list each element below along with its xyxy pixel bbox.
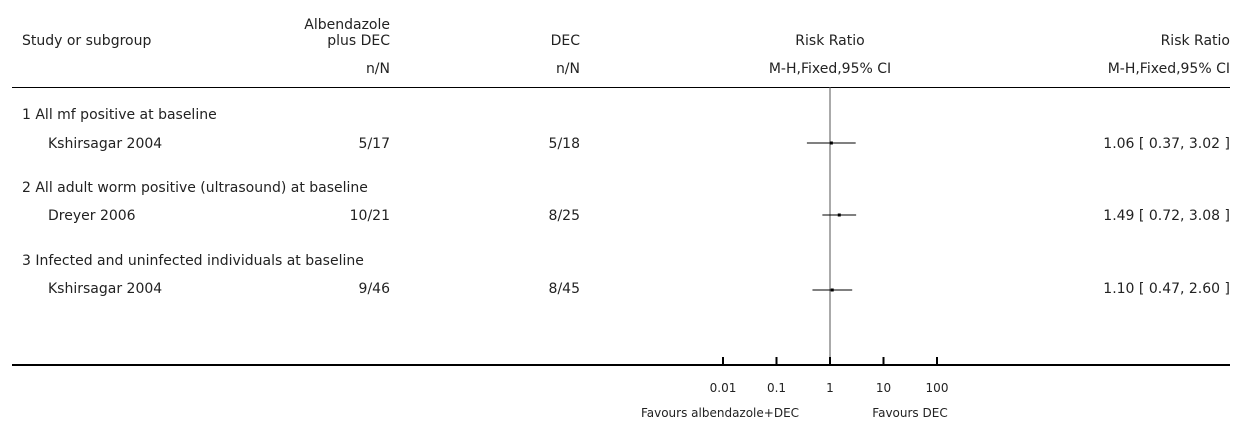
axis-tick-label: 1: [826, 381, 834, 395]
plot-column-subheader: M-H,Fixed,95% CI: [768, 61, 892, 77]
control-events: 8/25: [548, 208, 580, 224]
control-events: 8/45: [548, 281, 580, 297]
effect-estimate: 1.10 [ 0.47, 2.60 ]: [1103, 281, 1230, 297]
favours-left-label: Favours albendazole+DEC: [640, 406, 800, 420]
footer-divider: [12, 364, 1230, 366]
study-name: Kshirsagar 2004: [48, 136, 163, 152]
treatment-events: 5/17: [358, 136, 390, 152]
control-column-subheader: n/N: [555, 61, 580, 77]
estimate-column-header: Risk Ratio: [1160, 33, 1230, 49]
axis-tick-label: 0.01: [710, 381, 737, 395]
subgroup-label: 3 Infected and uninfected individuals at…: [22, 253, 364, 269]
point-estimate: [829, 141, 833, 145]
header-divider: [12, 87, 1230, 88]
study-name: Dreyer 2006: [48, 208, 136, 224]
control-events: 5/18: [548, 136, 580, 152]
subgroup-label: 1 All mf positive at baseline: [22, 107, 217, 123]
point-estimate: [837, 213, 841, 217]
control-column-header: DEC: [550, 33, 580, 49]
subgroup-label: 2 All adult worm positive (ultrasound) a…: [22, 180, 368, 196]
treatment-column-subheader: n/N: [365, 61, 390, 77]
axis-tick-label: 10: [876, 381, 891, 395]
plot-column-header: Risk Ratio: [795, 33, 865, 49]
treatment-column-header-line1: Albendazole: [304, 17, 390, 33]
treatment-events: 10/21: [349, 208, 390, 224]
treatment-events: 9/46: [358, 281, 390, 297]
effect-estimate: 1.49 [ 0.72, 3.08 ]: [1103, 208, 1230, 224]
axis-tick-label: 0.1: [767, 381, 786, 395]
point-estimate: [830, 288, 834, 292]
study-column-header: Study or subgroup: [22, 33, 152, 49]
study-name: Kshirsagar 2004: [48, 281, 163, 297]
favours-right-label: Favours DEC: [872, 406, 948, 420]
axis-tick-label: 100: [926, 381, 949, 395]
treatment-column-header-line2: plus DEC: [327, 33, 390, 49]
estimate-column-subheader: M-H,Fixed,95% CI: [1107, 61, 1230, 77]
effect-estimate: 1.06 [ 0.37, 3.02 ]: [1103, 136, 1230, 152]
